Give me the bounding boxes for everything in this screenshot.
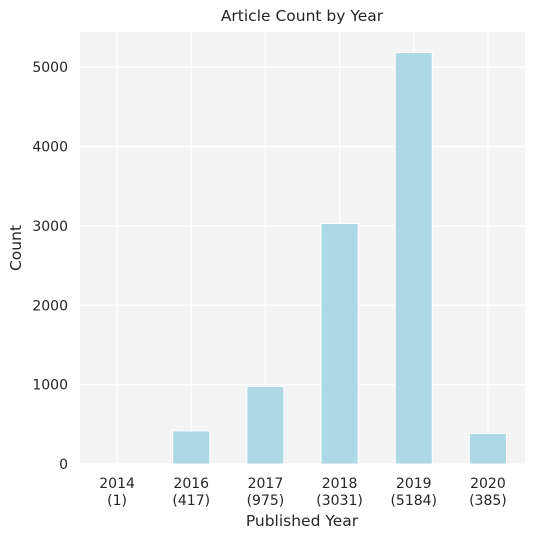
bar bbox=[395, 53, 432, 464]
x-tick-count: (5184) bbox=[390, 493, 437, 509]
x-axis-title: Published Year bbox=[246, 512, 359, 530]
bar bbox=[321, 223, 358, 464]
y-tick-labels: 0 1000 2000 3000 4000 5000 bbox=[32, 60, 68, 473]
x-tick-label: 2017 bbox=[248, 476, 284, 492]
x-tick-count: (975) bbox=[247, 493, 285, 509]
x-tick-labels: 2014(1)2016(417)2017(975)2018(3031)2019(… bbox=[99, 476, 506, 509]
chart-title: Article Count by Year bbox=[221, 7, 384, 25]
y-axis-title: Count bbox=[7, 225, 25, 271]
x-tick-label: 2020 bbox=[470, 476, 506, 492]
y-tick-label: 5000 bbox=[32, 60, 68, 76]
x-tick-label: 2014 bbox=[99, 476, 135, 492]
x-tick-count: (417) bbox=[172, 493, 210, 509]
x-tick-label: 2016 bbox=[173, 476, 209, 492]
x-tick-label: 2018 bbox=[322, 476, 358, 492]
plot-area bbox=[80, 32, 525, 464]
y-tick-label: 1000 bbox=[32, 378, 68, 394]
x-tick-count: (1) bbox=[107, 493, 127, 509]
y-tick-label: 0 bbox=[59, 457, 68, 473]
bar bbox=[173, 431, 210, 464]
y-tick-label: 2000 bbox=[32, 298, 68, 314]
x-tick-count: (3031) bbox=[316, 493, 363, 509]
y-tick-label: 4000 bbox=[32, 140, 68, 156]
bar bbox=[469, 433, 506, 464]
bar bbox=[247, 387, 284, 464]
y-tick-label: 3000 bbox=[32, 219, 68, 235]
x-tick-label: 2019 bbox=[396, 476, 432, 492]
x-tick-count: (385) bbox=[469, 493, 507, 509]
